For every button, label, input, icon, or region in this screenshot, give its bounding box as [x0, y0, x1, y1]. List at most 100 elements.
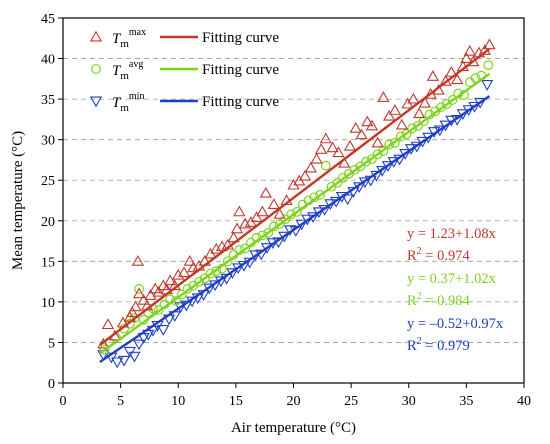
- data-point-max: [463, 44, 476, 56]
- y-tick-label: 40: [41, 53, 55, 68]
- data-point-min: [324, 199, 337, 211]
- data-point-min: [111, 357, 124, 369]
- fit-line-min: [99, 95, 491, 364]
- fit-r2-avg: R2 = 0.984: [407, 291, 470, 309]
- data-point-min: [480, 80, 494, 91]
- fit-equation-min: y = –0.52+0.97x: [407, 316, 504, 332]
- data-point-avg: [470, 73, 481, 83]
- data-point-min: [456, 109, 470, 121]
- data-point-max: [310, 152, 323, 164]
- data-point-max: [131, 255, 145, 266]
- data-point-max: [326, 141, 339, 153]
- axis-ticks: 0 5 10 15 20 25 30 35 40 45 0 5 10 15 20 25 30 35 40: [41, 12, 531, 409]
- data-point-avg: [332, 177, 343, 188]
- x-tick-label: 30: [402, 394, 416, 409]
- fit-lines: [99, 47, 491, 364]
- data-point-min: [439, 120, 452, 132]
- data-point-avg: [257, 230, 268, 241]
- x-tick-label: 5: [117, 394, 124, 409]
- data-point-avg: [483, 60, 494, 70]
- data-point-min: [117, 355, 131, 367]
- data-point-max: [388, 104, 402, 115]
- data-point-avg: [372, 149, 383, 160]
- data-point-max: [152, 285, 165, 297]
- data-point-max: [304, 161, 317, 173]
- data-point-avg: [447, 95, 458, 105]
- x-tick-label: 40: [517, 394, 531, 409]
- data-point-avg: [413, 120, 423, 131]
- data-point-avg: [134, 284, 144, 294]
- y-tick-label: 25: [41, 174, 55, 189]
- data-point-avg: [407, 123, 418, 134]
- data-point-min: [341, 194, 354, 206]
- legend-symbol-avg: Tmavg: [112, 59, 143, 82]
- data-point-max: [259, 186, 272, 198]
- data-point-avg: [205, 268, 216, 279]
- data-point-max: [460, 52, 473, 64]
- legend-symbol-min: Tmmin: [112, 91, 144, 114]
- data-point-avg: [349, 164, 360, 175]
- fit-equation-max: y = 1.23+1.08x: [407, 226, 497, 242]
- fit-line-max: [99, 47, 491, 346]
- fit-r2-max: R2 = 0.974: [407, 246, 470, 264]
- data-point-avg: [361, 156, 372, 167]
- x-tick-label: 15: [229, 394, 243, 409]
- x-tick-label: 25: [344, 394, 358, 409]
- data-point-avg: [129, 313, 140, 324]
- data-point-max: [383, 109, 396, 121]
- data-point-max: [377, 91, 390, 102]
- data-point-avg: [384, 139, 395, 150]
- fit-equations: y = 1.23+1.08x R2 = 0.974 y = 0.37+1.02x R2…: [407, 226, 504, 354]
- data-point-min: [416, 136, 429, 148]
- x-tick-label: 20: [287, 394, 301, 409]
- data-point-max: [250, 211, 263, 222]
- data-point-avg: [194, 276, 204, 287]
- data-point-avg: [366, 154, 377, 165]
- data-point-avg: [315, 189, 325, 200]
- data-point-max: [483, 38, 496, 50]
- data-point-max: [315, 143, 328, 154]
- data-point-max: [332, 146, 345, 158]
- data-point-max: [129, 300, 142, 312]
- data-point-max: [298, 169, 312, 181]
- data-point-max: [210, 242, 223, 254]
- data-point-avg: [320, 160, 331, 171]
- data-point-avg: [222, 256, 233, 267]
- y-tick-label: 0: [48, 377, 55, 392]
- data-point-avg: [280, 214, 291, 225]
- data-point-max: [172, 268, 185, 280]
- data-point-max: [267, 198, 281, 210]
- data-point-min: [312, 207, 326, 219]
- y-tick-label: 10: [41, 296, 55, 311]
- data-point-min: [137, 333, 150, 344]
- data-point-avg: [395, 131, 406, 142]
- data-point-avg: [355, 161, 366, 172]
- data-point-min: [260, 243, 274, 254]
- data-point-avg: [153, 305, 164, 315]
- data-point-max: [407, 92, 420, 104]
- y-tick-label: 20: [41, 215, 55, 230]
- legend-item-avg: Tmavg Fitting curve: [91, 59, 279, 82]
- data-point-avg: [263, 228, 274, 238]
- data-point-avg: [176, 289, 187, 300]
- data-point-max: [361, 115, 374, 127]
- data-point-avg: [99, 344, 110, 355]
- y-tick-label: 30: [41, 134, 55, 149]
- fit-r2-min: R2 = 0.979: [407, 336, 470, 354]
- data-point-min: [422, 132, 435, 144]
- data-point-max: [256, 205, 269, 217]
- data-point-max: [371, 136, 384, 148]
- y-axis-label: Mean temperature (°C): [10, 131, 26, 270]
- y-tick-label: 45: [41, 12, 55, 27]
- data-point-avg: [292, 206, 302, 217]
- data-point-max: [126, 306, 139, 317]
- data-point-min: [462, 105, 475, 116]
- fit-equation-avg: y = 0.37+1.02x: [407, 271, 497, 287]
- data-point-max: [445, 66, 458, 77]
- data-point-min: [335, 191, 349, 203]
- data-point-max: [183, 255, 196, 266]
- data-point-max: [227, 231, 240, 243]
- legend-item-min: Tmmin Fitting curve: [89, 91, 279, 114]
